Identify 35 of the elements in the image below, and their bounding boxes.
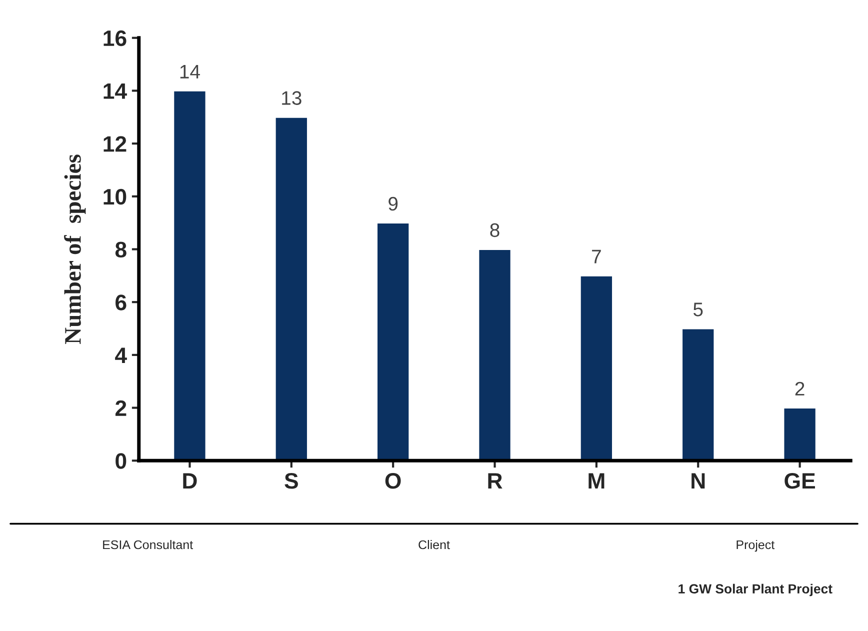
x-tick-label: S (284, 473, 298, 489)
x-tick-label: N (692, 473, 705, 489)
y-axis-title: Number of species (64, 154, 86, 344)
y-tick-label: 6 (116, 294, 126, 310)
data-label: 5 (693, 302, 703, 316)
x-tick-label: M (588, 473, 604, 489)
data-label: 7 (592, 250, 601, 264)
bar (478, 248, 512, 461)
x-tick-label: D (183, 473, 197, 489)
y-tick-label: 2 (115, 400, 126, 416)
y-tick-label: 12 (104, 136, 126, 152)
bar (579, 274, 614, 461)
data-label: 2 (795, 382, 804, 396)
x-tick-label: O (385, 473, 401, 489)
y-tick-label: 10 (104, 188, 126, 205)
data-label: 13 (282, 91, 302, 105)
bar (681, 328, 716, 461)
y-tick-label: 14 (104, 83, 127, 99)
text: ESIA Consultant (103, 540, 193, 550)
data-label: 8 (490, 223, 500, 238)
text: Client (418, 540, 450, 550)
y-tick-label: 4 (115, 348, 127, 363)
bar (274, 116, 308, 461)
y-tick-label: 16 (104, 30, 126, 46)
bar (782, 407, 817, 461)
data-label: 14 (180, 64, 200, 78)
data-label: 9 (388, 196, 398, 211)
bar (376, 222, 410, 461)
x-tick-label: R (488, 473, 502, 489)
x-tick-label: GE (784, 473, 815, 489)
text: Project (736, 540, 775, 552)
y-tick-label: 8 (115, 242, 126, 258)
bar (172, 90, 207, 461)
y-tick-label: 0 (116, 453, 126, 469)
text: 1 GW Solar Plant Project (678, 584, 832, 596)
